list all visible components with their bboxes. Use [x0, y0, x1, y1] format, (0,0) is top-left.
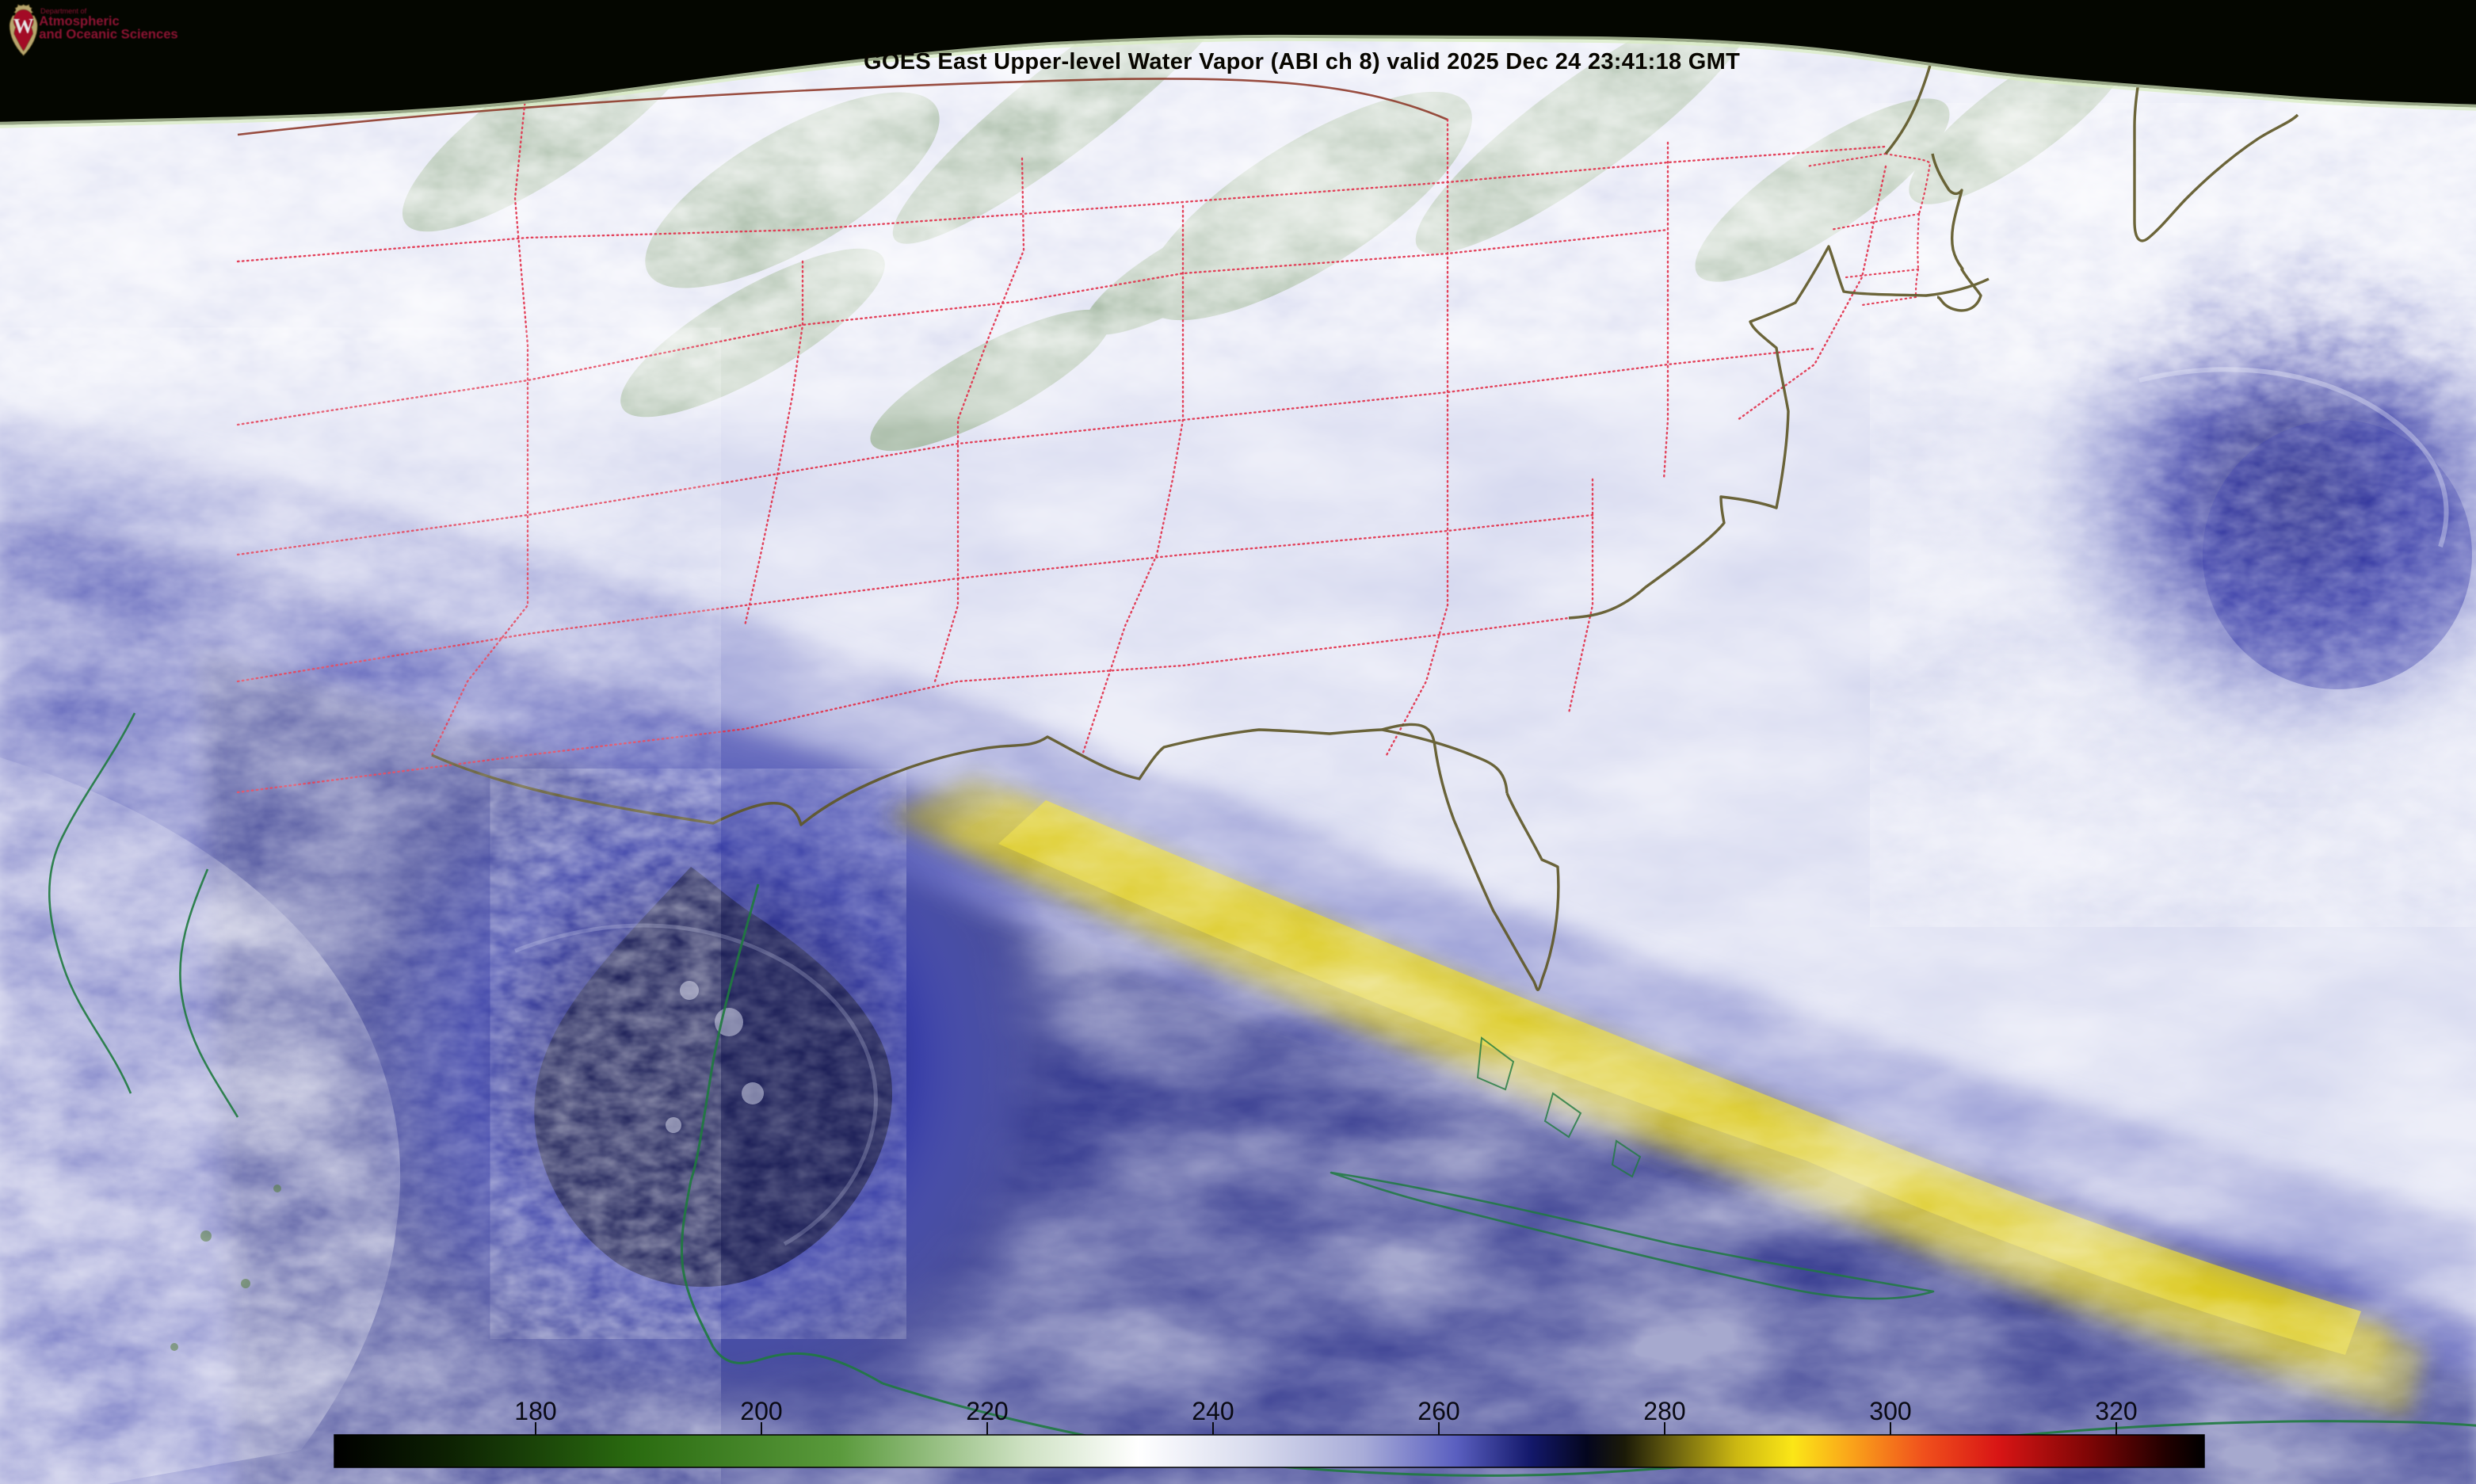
svg-text:300: 300	[1869, 1397, 1911, 1425]
svg-text:320: 320	[2095, 1397, 2137, 1425]
svg-text:240: 240	[1192, 1397, 1234, 1425]
svg-text:220: 220	[966, 1397, 1008, 1425]
svg-text:260: 260	[1417, 1397, 1459, 1425]
svg-text:180: 180	[514, 1397, 556, 1425]
svg-text:200: 200	[740, 1397, 782, 1425]
svg-text:280: 280	[1643, 1397, 1685, 1425]
